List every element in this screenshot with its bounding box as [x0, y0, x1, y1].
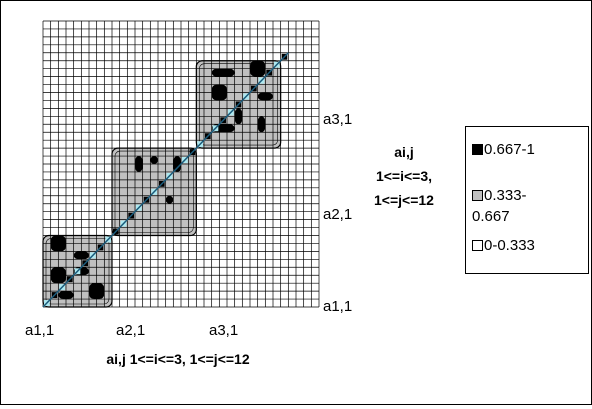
x-tick-label-a3: a3,1 — [209, 322, 238, 339]
legend-label-mid-line1: 0.333- — [484, 187, 527, 204]
x-tick-label-a2: a2,1 — [116, 322, 145, 339]
x-tick-label-a1: a1,1 — [25, 322, 54, 339]
legend-label-mid-line2: 0.667 — [472, 208, 510, 225]
y-axis-label-line2: 1<=i<=3, — [376, 168, 432, 184]
high-value-region-9 — [150, 156, 158, 164]
grid-layer — [42, 20, 320, 308]
legend-label-high: 0.667-1 — [484, 141, 535, 158]
diagonal-layer — [42, 52, 289, 308]
y-tick-label-a3: a3,1 — [323, 111, 352, 128]
high-value-region-8 — [165, 195, 174, 204]
y-axis-label-line1: ai,j — [394, 144, 413, 160]
y-axis-label-line3: 1<=j<=12 — [374, 192, 434, 208]
x-axis-label: ai,j 1<=i<=3, 1<=j<=12 — [106, 351, 249, 367]
block-outline-a3 — [199, 63, 278, 146]
legend-swatch-low — [472, 240, 483, 251]
y-tick-label-a1: a1,1 — [323, 298, 352, 315]
high-value-region-11 — [211, 68, 235, 77]
block-outline-a1 — [45, 238, 110, 305]
legend-label-low: 0-0.333 — [484, 237, 535, 254]
diagonal-line — [42, 52, 289, 308]
legend: 0.667-1 0.333- 0.667 0-0.333 — [465, 126, 589, 274]
block-outline-a2 — [114, 150, 194, 233]
legend-swatch-mid — [472, 190, 483, 201]
high-value-layer — [50, 60, 273, 300]
y-tick-label-a2: a2,1 — [323, 206, 352, 223]
legend-swatch-high — [472, 144, 483, 155]
